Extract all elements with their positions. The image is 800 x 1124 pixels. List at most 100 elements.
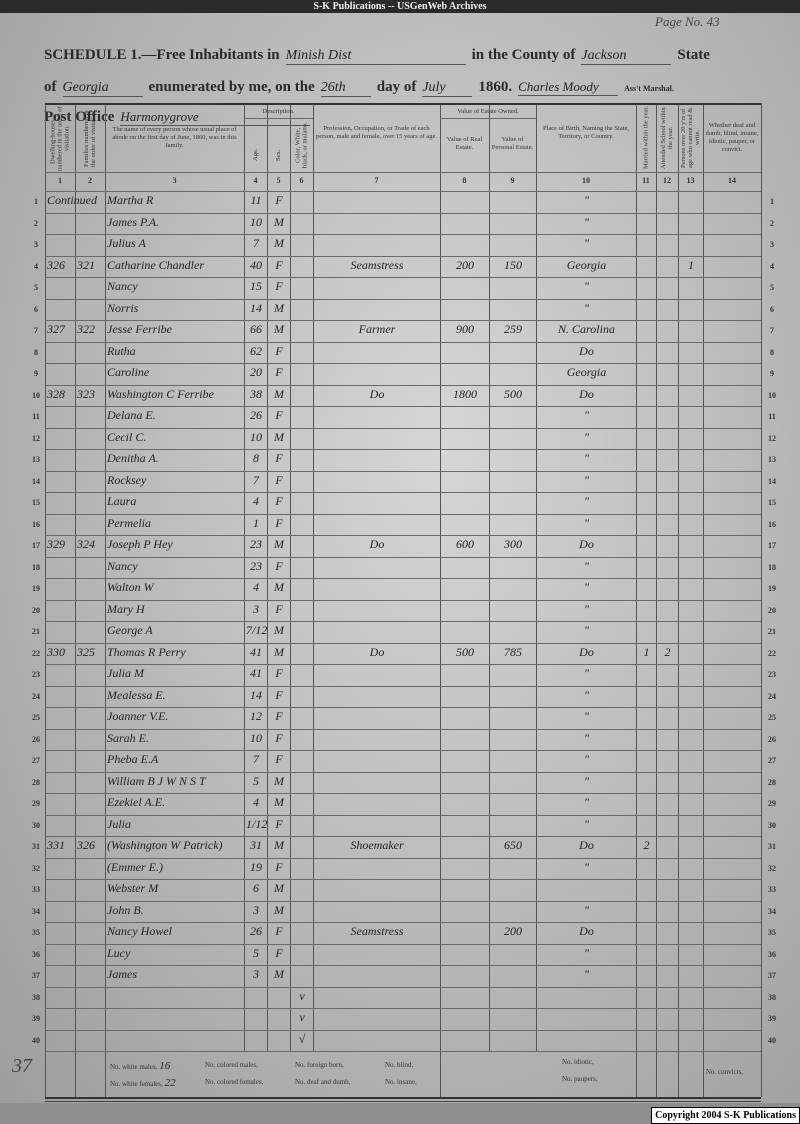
person-name: George A (107, 623, 153, 637)
occupation: Seamstress (350, 924, 404, 938)
age: 23 (250, 558, 262, 573)
row-rule (45, 277, 761, 278)
row-number-left: 11 (32, 412, 40, 421)
person-name: James (107, 967, 137, 981)
sex: M (274, 773, 284, 788)
sex: M (274, 902, 284, 917)
person-name: Norris (107, 300, 139, 315)
birthplace: Do (579, 343, 594, 358)
day-field: 26th (320, 80, 371, 97)
row-rule (45, 320, 761, 321)
sex: F (275, 945, 283, 960)
heading-line-3: Post Office Harmonygrove (44, 109, 768, 126)
row-rule (45, 1051, 761, 1052)
occupation: Shoemaker (350, 838, 404, 852)
sex: M (274, 300, 284, 315)
person-name: Washington C Ferribe (107, 386, 214, 401)
age: 14 (250, 687, 262, 702)
age: 1 (253, 515, 259, 530)
birthplace: N. Carolina (558, 322, 615, 336)
sex: M (274, 537, 284, 551)
person-name: Martha R (107, 193, 154, 207)
row-rule (45, 750, 761, 751)
age: 1/12 (246, 816, 268, 831)
row-rule (45, 642, 761, 644)
sex: M (274, 236, 284, 250)
age: 66 (250, 322, 262, 336)
row-number-left: 36 (32, 949, 40, 959)
column-rule (489, 103, 490, 1051)
family-number: 322 (77, 322, 95, 336)
row-rule (45, 470, 761, 472)
row-number-right: 7 (770, 326, 774, 335)
row-rule (45, 406, 761, 407)
row-number-left: 28 (32, 777, 40, 787)
sex: M (274, 795, 284, 809)
birthplace: Georgia (566, 365, 607, 379)
row-number-left: 17 (32, 541, 40, 550)
occupation: Farmer (358, 322, 396, 336)
row-number-left: 18 (32, 562, 40, 572)
row-number-right: 14 (768, 476, 776, 486)
row-rule (45, 685, 761, 687)
row-number-right: 20 (768, 605, 776, 615)
row-number-right: 12 (768, 433, 776, 443)
header-estate: Value of Estate Owned. (457, 107, 519, 115)
row-number-right: 24 (768, 691, 776, 701)
header-name: The name of every person whose usual pla… (112, 125, 237, 149)
birthplace: Georgia (566, 257, 607, 272)
row-rule (45, 621, 761, 622)
sex: F (275, 343, 283, 358)
row-number-left: 25 (32, 713, 40, 722)
sex: F (275, 558, 283, 573)
person-name: Denitha A. (107, 451, 159, 465)
row-number-left: 38 (32, 992, 40, 1002)
age: 5 (253, 945, 259, 960)
age: 7 (253, 472, 259, 487)
row-number-left: 14 (32, 476, 40, 486)
real-estate-value: 1800 (453, 386, 477, 401)
color: √ (298, 1031, 306, 1046)
age: 3 (253, 967, 259, 981)
person-name: Mealessa E. (107, 687, 166, 702)
sex: F (275, 472, 283, 487)
sex: F (275, 816, 283, 831)
sex: M (274, 644, 284, 659)
married-mark: 2 (643, 838, 650, 852)
person-name: William B J W N S T (107, 773, 206, 788)
row-number-right: 32 (768, 863, 776, 873)
row-number-left: 3 (34, 240, 38, 249)
birthplace: " (583, 752, 590, 766)
row-rule (45, 449, 761, 450)
white-males-count: 16 (159, 1060, 171, 1072)
personal-estate-value: 785 (504, 644, 522, 659)
row-number-right: 36 (768, 949, 776, 959)
header-real-estate: Value of Real Estate. (446, 136, 483, 151)
age: 5 (253, 773, 259, 788)
column-number: 4 (253, 176, 258, 185)
header-age: Age. (252, 148, 259, 162)
row-number-right: 40 (768, 1035, 776, 1045)
birthplace: " (583, 967, 590, 981)
real-estate-value: 900 (456, 322, 474, 336)
real-estate-value: 500 (456, 644, 474, 659)
sex: F (275, 924, 283, 938)
row-rule (45, 427, 761, 429)
birthplace: " (583, 279, 590, 293)
sex: F (275, 752, 283, 766)
month-field: July (422, 80, 473, 97)
row-number-left: 1 (34, 197, 38, 206)
row-number-left: 5 (34, 283, 38, 292)
column-number: 8 (462, 176, 467, 185)
person-name: (Emmer E.) (107, 859, 163, 874)
column-number: 5 (276, 176, 281, 185)
row-number-left: 19 (32, 584, 40, 593)
occupation: Do (369, 537, 385, 551)
row-number-right: 28 (768, 777, 776, 787)
age: 11 (250, 193, 262, 207)
birthplace: " (583, 730, 590, 745)
birthplace: " (583, 193, 590, 207)
sex: M (274, 429, 284, 444)
row-number-left: 21 (32, 627, 40, 636)
birthplace: " (583, 580, 590, 594)
